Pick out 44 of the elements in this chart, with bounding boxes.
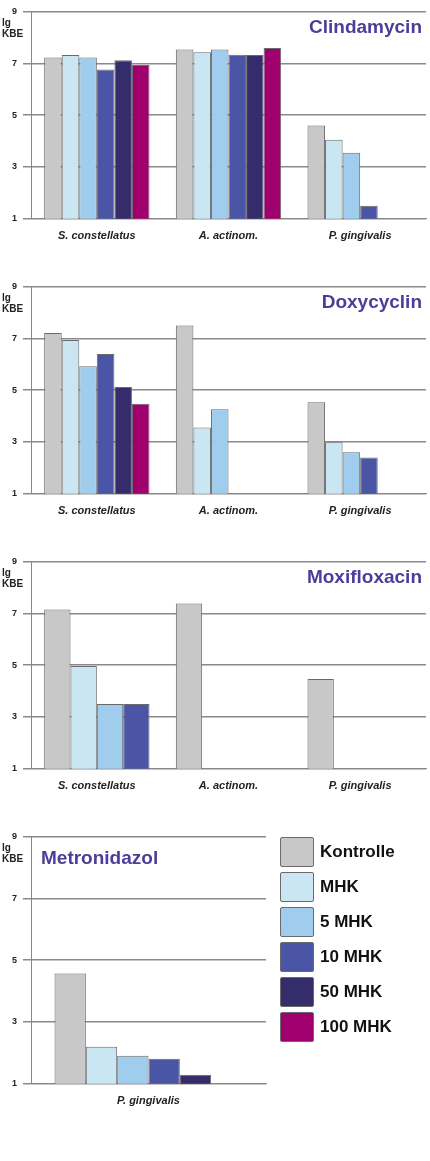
y-tick-label: 5 — [11, 109, 18, 120]
y-tick-label: 7 — [11, 332, 18, 343]
legend-label: MHK — [320, 877, 359, 897]
y-tick-label: 5 — [11, 384, 18, 395]
y-tick-label: 5 — [11, 954, 18, 965]
x-tick-label: A. actinom. — [197, 779, 259, 792]
legend-label: 5 MHK — [320, 912, 373, 932]
y-tick-label: 9 — [11, 555, 18, 566]
legend-label: 10 MHK — [320, 947, 383, 967]
y-tick-label: 1 — [11, 763, 18, 774]
chart-title: Clindamycin — [309, 15, 422, 37]
x-tick-label: P. gingivalis — [117, 1094, 180, 1107]
x-tick-label: A. actinom. — [197, 504, 259, 517]
x-tick-label: S. constellatus — [58, 779, 136, 792]
y-tick-label: 3 — [11, 711, 18, 722]
y-tick-label: 9 — [11, 280, 18, 291]
y-tick-label: 3 — [11, 436, 18, 447]
y-tick-label: 7 — [11, 57, 18, 68]
legend-label: Kontrolle — [320, 842, 395, 862]
y-tick-label: 3 — [11, 1016, 18, 1027]
legend-label: 50 MHK — [320, 982, 383, 1002]
legend-label: 100 MHK — [320, 1017, 392, 1037]
chart-title: Moxifloxacin — [306, 565, 422, 587]
chart-title: Doxycyclin — [321, 290, 422, 312]
y-tick-label: 1 — [11, 1078, 18, 1089]
y-tick-label: 1 — [11, 213, 18, 224]
y-axis-title: lg KBE — [2, 842, 24, 865]
y-tick-label: 7 — [11, 892, 18, 903]
x-tick-label: S. constellatus — [58, 504, 136, 517]
y-tick-label: 9 — [11, 830, 18, 841]
y-tick-label: 1 — [11, 488, 18, 499]
y-tick-label: 9 — [11, 5, 18, 16]
y-axis-title: lg KBE — [2, 292, 24, 315]
text: Metronidazol — [41, 846, 159, 868]
x-tick-label: P. gingivalis — [328, 229, 392, 242]
y-axis-title: lg KBE — [2, 567, 24, 590]
x-tick-label: A. actinom. — [197, 229, 259, 242]
y-axis-title: lg KBE — [2, 17, 24, 40]
y-tick-label: 3 — [11, 161, 18, 172]
y-tick-label: 5 — [11, 659, 18, 670]
x-tick-label: P. gingivalis — [328, 779, 392, 792]
y-tick-label: 7 — [11, 607, 18, 618]
x-tick-label: P. gingivalis — [328, 504, 392, 517]
x-tick-label: S. constellatus — [58, 229, 136, 242]
